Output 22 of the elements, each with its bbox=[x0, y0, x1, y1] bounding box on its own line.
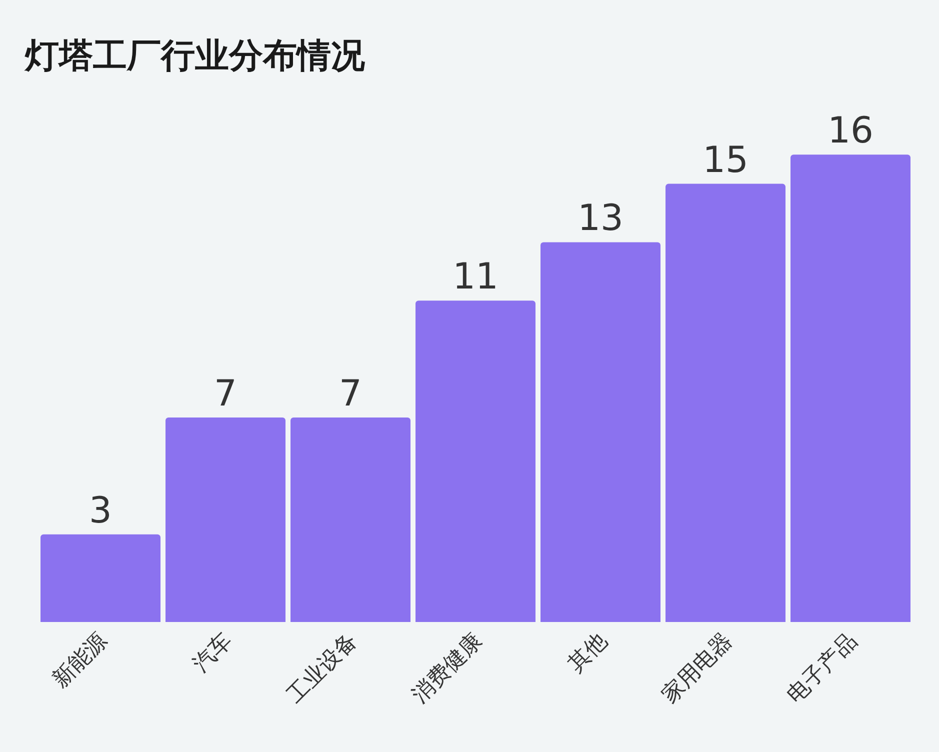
data-label: 13 bbox=[578, 198, 624, 240]
bar bbox=[540, 242, 660, 622]
data-label: 3 bbox=[89, 490, 112, 532]
x-tick-label: 电子产品 bbox=[782, 628, 863, 708]
data-label: 15 bbox=[702, 140, 748, 181]
bar bbox=[666, 184, 786, 622]
x-tick-label: 家用电器 bbox=[658, 628, 738, 708]
chart-title: 灯塔工厂行业分布情况 bbox=[24, 36, 366, 76]
data-label: 11 bbox=[452, 256, 498, 298]
bar bbox=[416, 300, 536, 622]
bar bbox=[166, 418, 286, 622]
x-tick-label: 工业设备 bbox=[282, 628, 363, 708]
bar bbox=[790, 154, 910, 622]
x-tick-label: 汽车 bbox=[188, 628, 238, 678]
x-tick-label: 新能源 bbox=[48, 628, 113, 693]
x-tick-label: 其他 bbox=[564, 628, 613, 678]
data-label: 7 bbox=[339, 374, 362, 415]
bar bbox=[40, 534, 160, 622]
bar bbox=[290, 418, 410, 622]
x-tick-label: 消费健康 bbox=[408, 628, 488, 708]
data-label: 7 bbox=[214, 374, 237, 415]
data-label: 16 bbox=[828, 110, 874, 152]
